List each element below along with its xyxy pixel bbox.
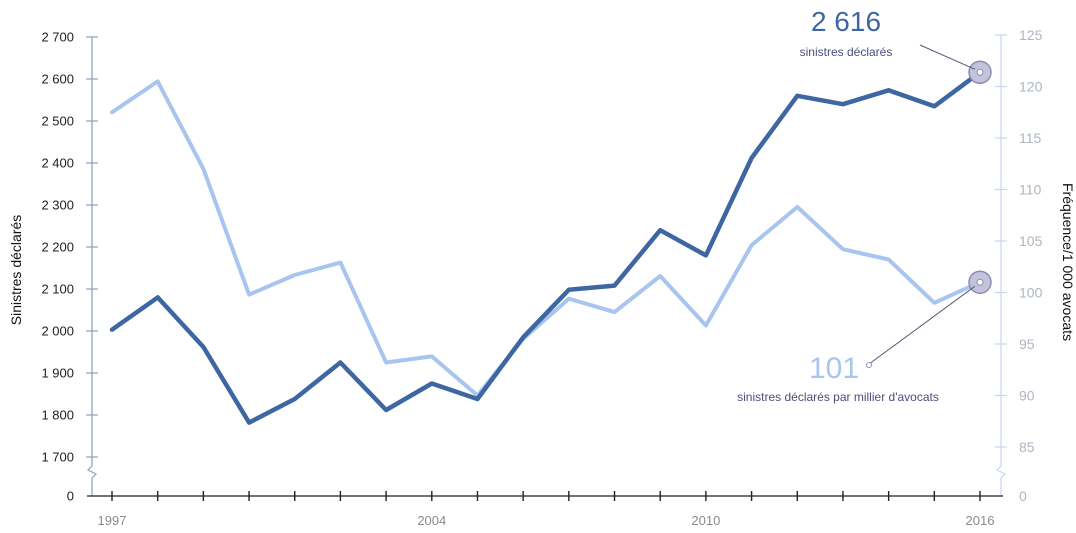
right-tick-label: 110 bbox=[1019, 182, 1042, 198]
right-tick-label: 95 bbox=[1019, 336, 1035, 352]
annotation-value: 101 bbox=[809, 352, 859, 385]
right-axis-title: Fréquence/1 000 avocats bbox=[1060, 183, 1076, 341]
left-tick-label-zero: 0 bbox=[67, 489, 74, 504]
x-tick-label: 2004 bbox=[417, 513, 446, 528]
annotation-layer: 2 616 sinistres déclarés 101 sinistres décl… bbox=[737, 6, 992, 404]
right-tick-label: 85 bbox=[1019, 439, 1035, 455]
annotation-text: sinistres déclarés par millier d'avocats bbox=[737, 390, 939, 404]
x-axis: 1997 2004 2010 2016 bbox=[87, 491, 1003, 528]
left-tick-label: 2 300 bbox=[41, 198, 74, 213]
series-line-left bbox=[109, 70, 983, 425]
left-tick-label: 2 100 bbox=[41, 282, 74, 297]
annotation-leader-dot bbox=[866, 362, 872, 368]
left-tick-label: 2 000 bbox=[41, 324, 74, 339]
annotation-leader bbox=[868, 285, 976, 365]
left-axis-title: Sinistres déclarés bbox=[8, 215, 24, 326]
left-axis-break bbox=[86, 465, 98, 479]
series-line-right bbox=[110, 79, 982, 398]
right-tick-label-zero: 0 bbox=[1019, 488, 1027, 504]
left-tick-label: 1 900 bbox=[41, 366, 74, 381]
right-tick-label: 90 bbox=[1019, 388, 1035, 404]
right-tick-label: 100 bbox=[1019, 285, 1043, 301]
x-tick-label: 2010 bbox=[691, 513, 720, 528]
annotation-leader bbox=[919, 44, 976, 70]
left-tick-label: 2 200 bbox=[41, 240, 74, 255]
annotation-marker-dot bbox=[976, 278, 984, 286]
right-tick-label: 105 bbox=[1019, 233, 1043, 249]
right-tick-label: 125 bbox=[1019, 27, 1043, 43]
annotation-text: sinistres déclarés bbox=[800, 45, 893, 59]
left-tick-label: 2 400 bbox=[41, 156, 74, 171]
x-tick-label: 2016 bbox=[966, 513, 995, 528]
left-axis: 1 700 1 800 1 900 2 000 2 100 2 200 2 300 2 400… bbox=[41, 30, 98, 504]
left-tick-label: 2 700 bbox=[41, 30, 74, 45]
annotation-value: 2 616 bbox=[811, 6, 881, 37]
left-tick-label: 1 700 bbox=[41, 450, 74, 465]
right-axis: 85 90 95 100 105 110 115 120 125 0 bbox=[995, 27, 1043, 504]
series-layer bbox=[109, 70, 983, 425]
right-tick-label: 120 bbox=[1019, 79, 1043, 95]
left-tick-label: 2 600 bbox=[41, 72, 74, 87]
right-tick-label: 115 bbox=[1019, 130, 1042, 146]
left-tick-label: 2 500 bbox=[41, 114, 74, 129]
right-axis-break bbox=[995, 465, 1007, 479]
left-tick-label: 1 800 bbox=[41, 408, 74, 423]
x-tick-label: 1997 bbox=[98, 513, 127, 528]
annotation-marker-dot bbox=[976, 68, 984, 76]
